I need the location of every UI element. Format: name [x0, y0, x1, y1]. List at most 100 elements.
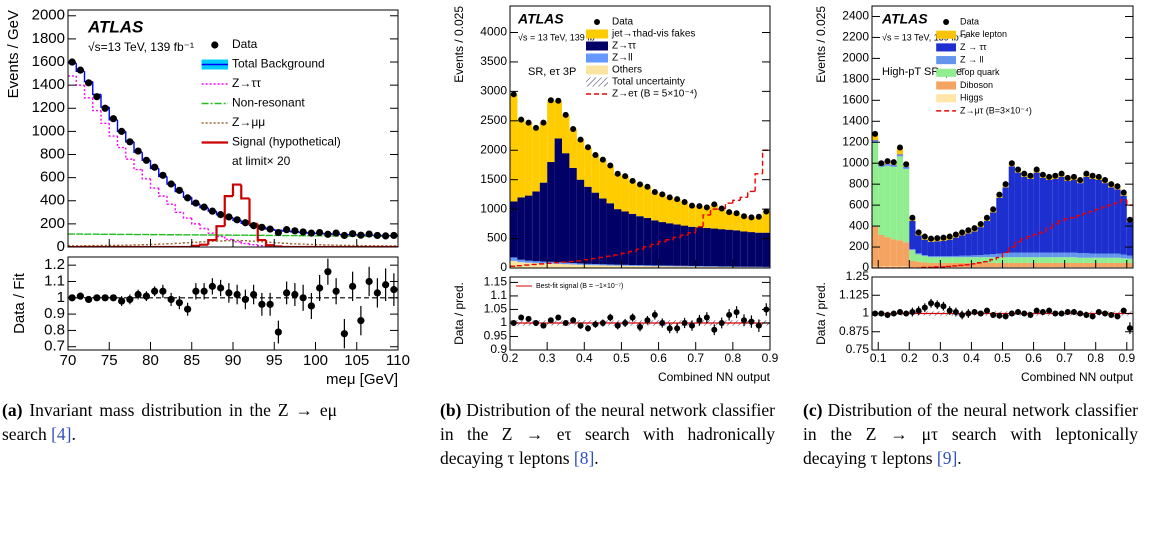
ratio-point [990, 311, 997, 318]
stack-bar [1089, 262, 1096, 268]
caption-ref[interactable]: [4] [51, 424, 72, 444]
data-point [167, 180, 175, 188]
data-point [340, 231, 348, 240]
stack-bar [915, 253, 922, 255]
hist-line [732, 199, 741, 204]
stack-bar [562, 262, 570, 265]
stack-bar [952, 237, 959, 256]
ratio-y-tick-label: 1 [500, 315, 507, 329]
stack-bar [1021, 176, 1028, 253]
caption-label: (c) [803, 400, 823, 420]
caption-end: . [71, 424, 76, 444]
hist-line [1008, 246, 1015, 253]
ratio-panel [68, 258, 398, 349]
caption-text: Invariant mass distribution in the Z → e… [2, 400, 338, 444]
stack-bar [680, 266, 689, 268]
ratio-point [718, 319, 725, 326]
y-tick-label: 3500 [480, 54, 507, 68]
stack-bar [896, 154, 904, 155]
x-tick-label: 0.5 [994, 351, 1011, 365]
stack-bar [621, 264, 629, 266]
stack-bar [896, 156, 904, 241]
hist-line [628, 250, 637, 254]
data-point [200, 203, 208, 211]
ratio-point [959, 311, 966, 318]
stack-bar [718, 208, 726, 230]
stack-bar [740, 216, 748, 232]
stack-bar [903, 167, 910, 169]
hist-line [231, 183, 242, 197]
ratio-point [711, 326, 718, 333]
data-point [577, 136, 584, 143]
stack-bar [1039, 257, 1046, 263]
stack-bar [539, 182, 548, 262]
data-point [316, 228, 324, 237]
data-point [274, 228, 282, 237]
stack-bar [606, 264, 614, 266]
caption-ref[interactable]: [9] [936, 448, 958, 468]
ratio-point [365, 277, 373, 286]
stack-bar [1089, 178, 1096, 254]
stack-bar [1070, 262, 1078, 268]
stack-bar [1027, 257, 1034, 263]
stack-bar [539, 122, 548, 183]
ratio-axis-label: Data / pred. [452, 282, 466, 345]
stack-bar [1002, 262, 1009, 268]
legend-label: Total Background [232, 57, 325, 71]
stack-bar [1046, 257, 1053, 263]
caption-end: . [594, 448, 599, 468]
stack-bar [532, 127, 540, 192]
ratio-point [1064, 309, 1071, 316]
stack-bar [584, 147, 592, 187]
data-point [878, 160, 885, 167]
hist-line [598, 256, 607, 259]
stack-bar [614, 265, 622, 268]
data-point [159, 171, 167, 179]
stack-bar [725, 229, 733, 267]
data-point [629, 177, 636, 184]
stack-bar [940, 256, 947, 258]
ratio-axis-label: Data / Fit [11, 272, 28, 334]
data-point [518, 116, 525, 123]
y-tick-label: 2000 [480, 142, 507, 156]
hist-line [605, 255, 614, 258]
ratio-frame [509, 276, 771, 351]
stack-bar [1108, 257, 1115, 263]
stack-bar [983, 257, 991, 263]
ratio-y-tick-label: 0.875 [839, 324, 869, 338]
data-point [971, 225, 978, 232]
ratio-axis-label: Data / pred. [814, 282, 828, 345]
caption-ref[interactable]: [8] [573, 448, 595, 468]
data-point [884, 158, 891, 165]
ratio-point [659, 319, 666, 326]
ratio-panel [872, 298, 1133, 334]
ratio-point [192, 287, 200, 295]
stack-bar [599, 198, 607, 265]
ratio-point [175, 299, 183, 307]
ratio-point [965, 310, 972, 317]
x-tick-label: 110 [386, 352, 410, 369]
stack-bar [921, 256, 928, 263]
data-point [1033, 166, 1040, 173]
data-point [118, 127, 126, 135]
legend-swatch [586, 41, 608, 51]
data-point [1102, 176, 1109, 183]
data-point [332, 229, 340, 237]
stack-bar [725, 266, 733, 267]
data-point [390, 231, 398, 240]
data-point [1046, 173, 1053, 180]
ratio-point [1021, 310, 1028, 317]
energy-label: √s = 13 TeV, 139 fb⁻¹ [882, 32, 967, 42]
data-point [659, 191, 666, 198]
data-point [1008, 160, 1015, 167]
stack-bar [921, 262, 928, 268]
legend-swatch [211, 41, 219, 49]
data-point [373, 231, 381, 240]
legend-swatch [586, 65, 608, 75]
data-point [921, 233, 928, 240]
stack-bar [884, 164, 891, 166]
legend-swatch [936, 68, 956, 77]
hist-line [635, 248, 644, 252]
stack-bar [1070, 252, 1078, 258]
ratio-point [562, 319, 569, 326]
